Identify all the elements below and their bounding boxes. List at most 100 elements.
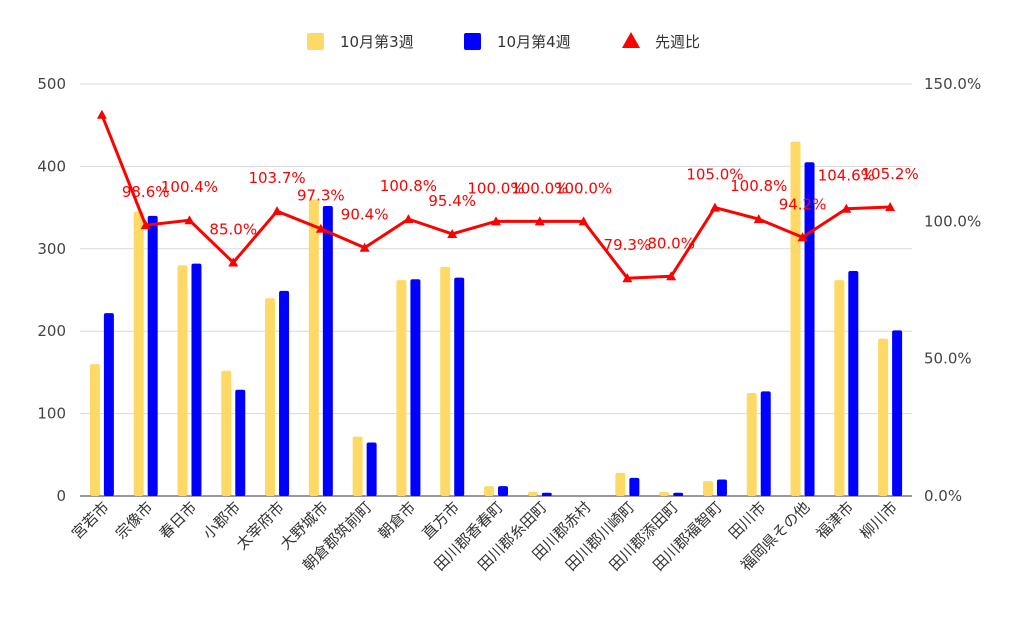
- category-label: 春日市: [156, 498, 201, 543]
- bar-series-1: [746, 393, 757, 496]
- line-point-triangle-marker: [709, 202, 720, 212]
- line-data-label: 90.4%: [341, 206, 389, 224]
- line-point-triangle-marker: [534, 216, 545, 226]
- line-data-label: 105.2%: [862, 165, 919, 183]
- line-data-label: 100.0%: [511, 179, 568, 197]
- category-label: 宮若市: [68, 498, 113, 543]
- bar-series-2: [147, 215, 158, 496]
- bar-series-1: [265, 298, 276, 496]
- legend-label-series-3: 先週比: [655, 33, 700, 51]
- line-data-label: 97.3%: [297, 187, 345, 205]
- legend: 10月第3週 10月第4週 先週比: [307, 32, 700, 51]
- bar-series-2: [410, 279, 421, 496]
- bar-series-2: [279, 290, 290, 496]
- bar-series-1: [878, 338, 889, 496]
- category-label: 宗像市: [112, 498, 157, 543]
- line-point-triangle-marker: [885, 202, 896, 212]
- legend-triangle-marker-icon: [622, 32, 640, 48]
- gridlines: [80, 83, 912, 497]
- left-axis-tick-label: 0: [56, 487, 66, 505]
- line-point-triangle-marker: [666, 271, 677, 281]
- bar-series-2: [892, 330, 903, 496]
- bar-series-1: [834, 280, 845, 496]
- bar-series-1: [790, 141, 801, 496]
- bar-series-2: [103, 313, 114, 496]
- line-point-triangle-marker: [578, 216, 589, 226]
- bar-series-1: [352, 436, 363, 496]
- line-data-label: 104.6%: [818, 167, 875, 185]
- bar-series-2: [716, 479, 727, 496]
- line-point-triangle-marker: [403, 214, 414, 224]
- bar-series-1: [440, 266, 451, 496]
- line-point-triangle-marker: [447, 228, 458, 238]
- line-point-triangle-marker: [140, 220, 151, 230]
- line-data-label: 100.8%: [380, 177, 437, 195]
- line-point-triangle-marker: [359, 242, 370, 252]
- legend-label-series-1: 10月第3週: [340, 33, 414, 51]
- bar-series-1: [308, 199, 319, 497]
- line-data-label: 79.3%: [604, 236, 652, 254]
- bar-series-1: [659, 491, 670, 496]
- bar-series-1: [221, 370, 232, 496]
- line-data-label: 98.6%: [122, 183, 170, 201]
- line-point-triangle-marker: [272, 206, 283, 216]
- bar-series-1: [702, 481, 713, 496]
- line-data-label: 100.8%: [730, 177, 787, 195]
- line-data-label: 100.0%: [467, 179, 524, 197]
- legend-label-series-2: 10月第4週: [497, 33, 571, 51]
- bar-series-2: [322, 205, 333, 496]
- bar-series-2: [541, 492, 552, 496]
- line-point-triangle-marker: [797, 232, 808, 242]
- bar-series-1: [484, 486, 494, 496]
- line-data-label: 85.0%: [209, 221, 257, 239]
- line-point-triangle-marker: [228, 257, 239, 267]
- line-data-label: 94.2%: [779, 195, 827, 213]
- line-point-triangle-marker: [96, 109, 107, 119]
- line-data-label: 100.4%: [161, 178, 218, 196]
- left-axis-tick-label: 200: [37, 322, 66, 340]
- bar-series-2: [235, 389, 246, 496]
- line-point-triangle-marker: [184, 215, 195, 225]
- bar-series-1: [396, 280, 407, 496]
- line-series: [96, 109, 896, 283]
- bar-series-1: [133, 211, 144, 496]
- left-axis-ticks: 0 100 200 300 400 500: [37, 75, 66, 505]
- line-data-label: 100.0%: [555, 179, 612, 197]
- bar-series-1: [177, 265, 188, 496]
- line-data-label: 105.0%: [686, 166, 743, 184]
- line-point-triangle-marker: [622, 273, 633, 283]
- right-axis-tick-label: 150.0%: [924, 75, 981, 93]
- bar-series-2: [760, 391, 771, 496]
- left-axis-tick-label: 100: [37, 405, 66, 423]
- bar-series-2: [454, 277, 465, 496]
- line-point-triangle-marker: [841, 203, 852, 213]
- category-label: 朝倉市: [375, 498, 420, 543]
- category-label: 柳川市: [856, 498, 901, 543]
- right-axis-tick-label: 100.0%: [924, 212, 981, 230]
- left-axis-tick-label: 500: [37, 75, 66, 93]
- bar-series: [89, 141, 903, 497]
- left-axis-tick-label: 400: [37, 157, 66, 175]
- line-data-label: 80.0%: [647, 234, 695, 252]
- bar-series-2: [673, 492, 684, 496]
- line-data-label: 95.4%: [428, 192, 476, 210]
- legend-swatch-series-2: [464, 33, 481, 50]
- line-data-label: 103.7%: [248, 169, 305, 187]
- right-axis-ticks: 0.0% 50.0% 100.0% 150.0%: [924, 75, 981, 505]
- bar-series-1: [527, 491, 538, 496]
- data-labels: 98.6%100.4%85.0%103.7%97.3%90.4%100.8%95…: [122, 165, 919, 254]
- left-axis-tick-label: 300: [37, 240, 66, 258]
- line-point-triangle-marker: [753, 214, 764, 224]
- line-point-triangle-marker: [491, 216, 501, 226]
- category-label: 福津市: [813, 498, 858, 543]
- bar-series-2: [804, 162, 815, 496]
- bar-series-2: [629, 477, 640, 496]
- right-axis-tick-label: 50.0%: [924, 350, 972, 368]
- line-point-triangle-marker: [315, 223, 326, 233]
- bar-series-2: [498, 486, 508, 496]
- bar-series-1: [615, 472, 626, 496]
- right-axis-tick-label: 0.0%: [924, 487, 962, 505]
- legend-swatch-series-1: [307, 33, 324, 50]
